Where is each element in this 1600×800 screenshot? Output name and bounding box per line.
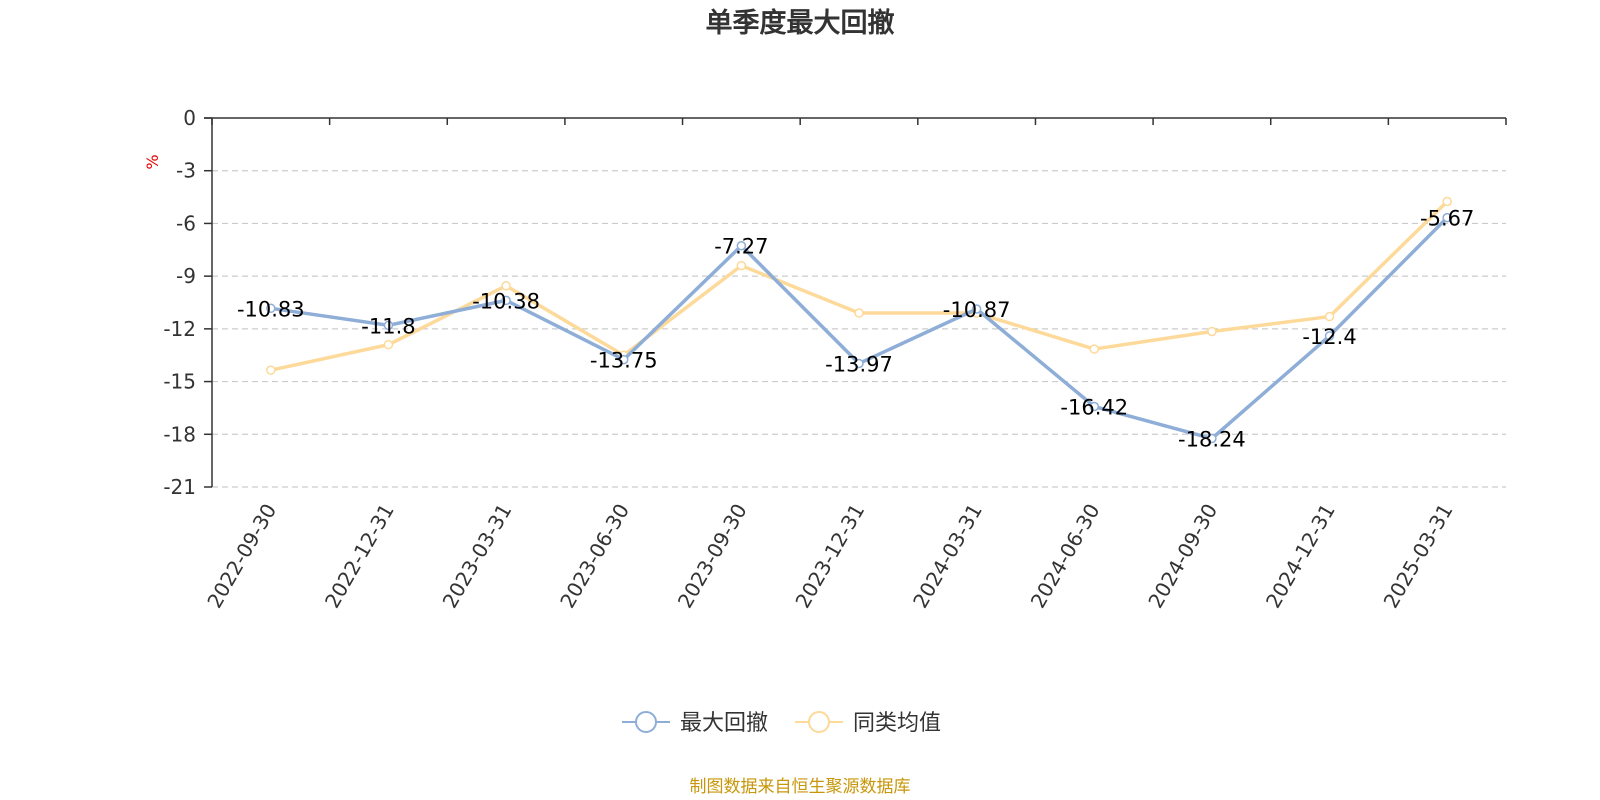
- data-point: [266, 365, 276, 375]
- y-tick-label: -21: [163, 475, 196, 499]
- x-tick-label: 2022-09-30: [202, 500, 281, 613]
- y-tick-label: -12: [163, 317, 196, 341]
- y-axis-unit: %: [143, 154, 162, 169]
- data-point: [383, 320, 394, 331]
- legend-marker: [808, 711, 830, 733]
- data-label: -18.24: [1178, 428, 1246, 452]
- data-label: -13.97: [825, 352, 893, 376]
- data-point: [736, 240, 747, 251]
- y-tick-label: -15: [163, 370, 196, 394]
- data-label: -12.4: [1302, 325, 1356, 349]
- x-tick-label: 2022-12-31: [320, 500, 399, 613]
- x-tick-label: 2024-12-31: [1261, 500, 1340, 613]
- grid-lines: [212, 170, 1506, 488]
- chart-title: 单季度最大回撤: [706, 7, 895, 39]
- data-label: -13.75: [590, 349, 658, 373]
- legend-label: 同类均值: [853, 711, 941, 736]
- data-point: [1207, 433, 1217, 444]
- source-note: 制图数据来自恒生聚源数据库: [690, 777, 911, 797]
- data-point: [1442, 212, 1452, 223]
- data-label: -10.87: [943, 298, 1011, 322]
- data-point: [854, 308, 864, 318]
- data-label: -16.42: [1060, 396, 1128, 420]
- data-point: [1089, 344, 1100, 354]
- legend-label: 最大回撤: [680, 711, 768, 736]
- data-point: [1089, 401, 1100, 412]
- data-labels: -10.83 -11.8 -10.38 -13.75 -7.27 -13.97 -10.87…: [237, 207, 1474, 452]
- y-tick-label: -9: [176, 264, 196, 288]
- data-point: [1442, 196, 1452, 207]
- data-point: [736, 260, 747, 271]
- data-point: [854, 358, 864, 369]
- data-point: [383, 339, 394, 350]
- data-point: [266, 303, 276, 314]
- data-point: [501, 295, 511, 306]
- x-tick-label: 2023-09-30: [673, 500, 752, 613]
- data-point: [618, 354, 629, 365]
- x-tick-label: 2023-06-30: [555, 500, 634, 613]
- data-label: -7.27: [714, 235, 768, 259]
- data-label: -11.8: [361, 314, 415, 338]
- x-tick-label: 2023-12-31: [790, 500, 869, 613]
- series-lines: [266, 196, 1452, 444]
- data-point: [1324, 331, 1335, 341]
- y-tick-label: -18: [163, 422, 196, 446]
- legend-marker: [635, 711, 657, 733]
- x-tick-label: 2023-03-31: [438, 500, 517, 613]
- y-tick-label: 0: [183, 106, 196, 130]
- legend-item-0[interactable]: 最大回撤: [622, 711, 768, 736]
- series-line: [270, 200, 1449, 372]
- series-line: [270, 216, 1449, 441]
- data-point: [1207, 326, 1217, 337]
- data-point: [971, 304, 982, 314]
- data-label: -10.38: [472, 289, 540, 313]
- data-point: [1324, 311, 1335, 322]
- series-0: [266, 212, 1452, 444]
- data-point: [501, 281, 511, 291]
- x-tick-label: 2024-03-31: [908, 500, 987, 613]
- x-tick-label: 2024-06-30: [1026, 500, 1105, 613]
- x-tick-label: 2025-03-31: [1379, 500, 1458, 613]
- data-label: -5.67: [1420, 207, 1474, 231]
- x-tick-label: 2024-09-30: [1143, 500, 1222, 613]
- y-tick-label: -3: [176, 159, 196, 183]
- data-label: -10.83: [237, 297, 305, 321]
- legend-item-1[interactable]: 同类均值: [795, 711, 941, 736]
- legend[interactable]: 最大回撤 同类均值: [622, 711, 941, 736]
- y-tick-label: -6: [176, 211, 196, 235]
